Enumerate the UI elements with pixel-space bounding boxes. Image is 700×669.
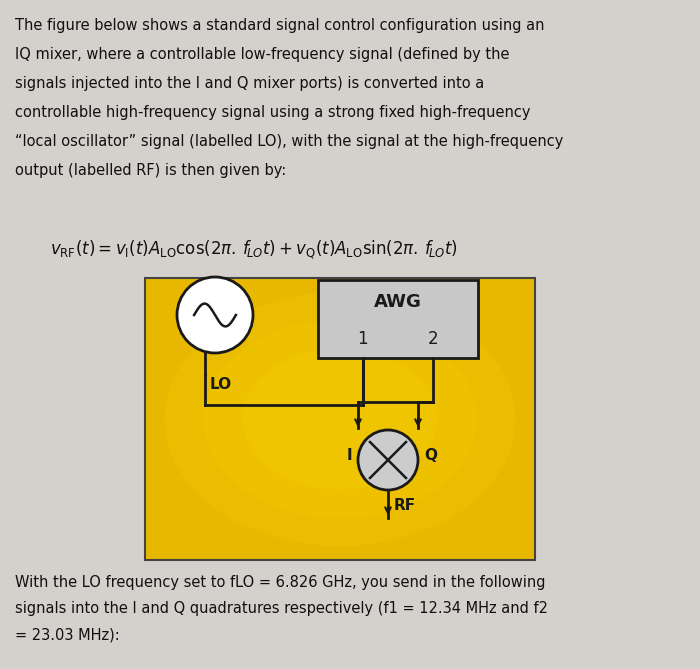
Text: controllable high-frequency signal using a strong fixed high-frequency: controllable high-frequency signal using…	[15, 105, 531, 120]
Text: AWG: AWG	[374, 293, 422, 311]
Text: I: I	[346, 448, 352, 464]
Text: LO: LO	[210, 377, 232, 392]
Circle shape	[358, 430, 418, 490]
Circle shape	[177, 277, 253, 353]
Text: output (labelled RF) is then given by:: output (labelled RF) is then given by:	[15, 163, 286, 178]
Text: = 23.03 MHz):: = 23.03 MHz):	[15, 627, 120, 642]
Text: RF: RF	[394, 498, 416, 513]
Text: signals into the I and Q quadratures respectively (f1 = 12.34 MHz and f2: signals into the I and Q quadratures res…	[15, 601, 548, 616]
Text: IQ mixer, where a controllable low-frequency signal (defined by the: IQ mixer, where a controllable low-frequ…	[15, 47, 510, 62]
Ellipse shape	[242, 349, 438, 490]
Text: 2: 2	[428, 330, 438, 347]
Bar	[145, 278, 535, 560]
Ellipse shape	[204, 320, 477, 518]
Text: The figure below shows a standard signal control configuration using an: The figure below shows a standard signal…	[15, 18, 545, 33]
Text: Q: Q	[424, 448, 437, 464]
Text: “local oscillator” signal (labelled LO), with the signal at the high-frequency: “local oscillator” signal (labelled LO),…	[15, 134, 564, 149]
Text: 1: 1	[358, 330, 368, 347]
Text: signals injected into the I and Q mixer ports) is converted into a: signals injected into the I and Q mixer …	[15, 76, 484, 91]
Bar	[318, 280, 478, 358]
Text: With the LO frequency set to fLO = 6.826 GHz, you send in the following: With the LO frequency set to fLO = 6.826…	[15, 575, 545, 590]
Ellipse shape	[164, 292, 515, 546]
Text: $v_{\rm RF}(t) = v_{\rm I}(t)A_{\rm LO}\cos(2\pi.\, f_{\!LO}t) + v_{\rm Q}(t)A_{: $v_{\rm RF}(t) = v_{\rm I}(t)A_{\rm LO}\…	[50, 238, 458, 261]
